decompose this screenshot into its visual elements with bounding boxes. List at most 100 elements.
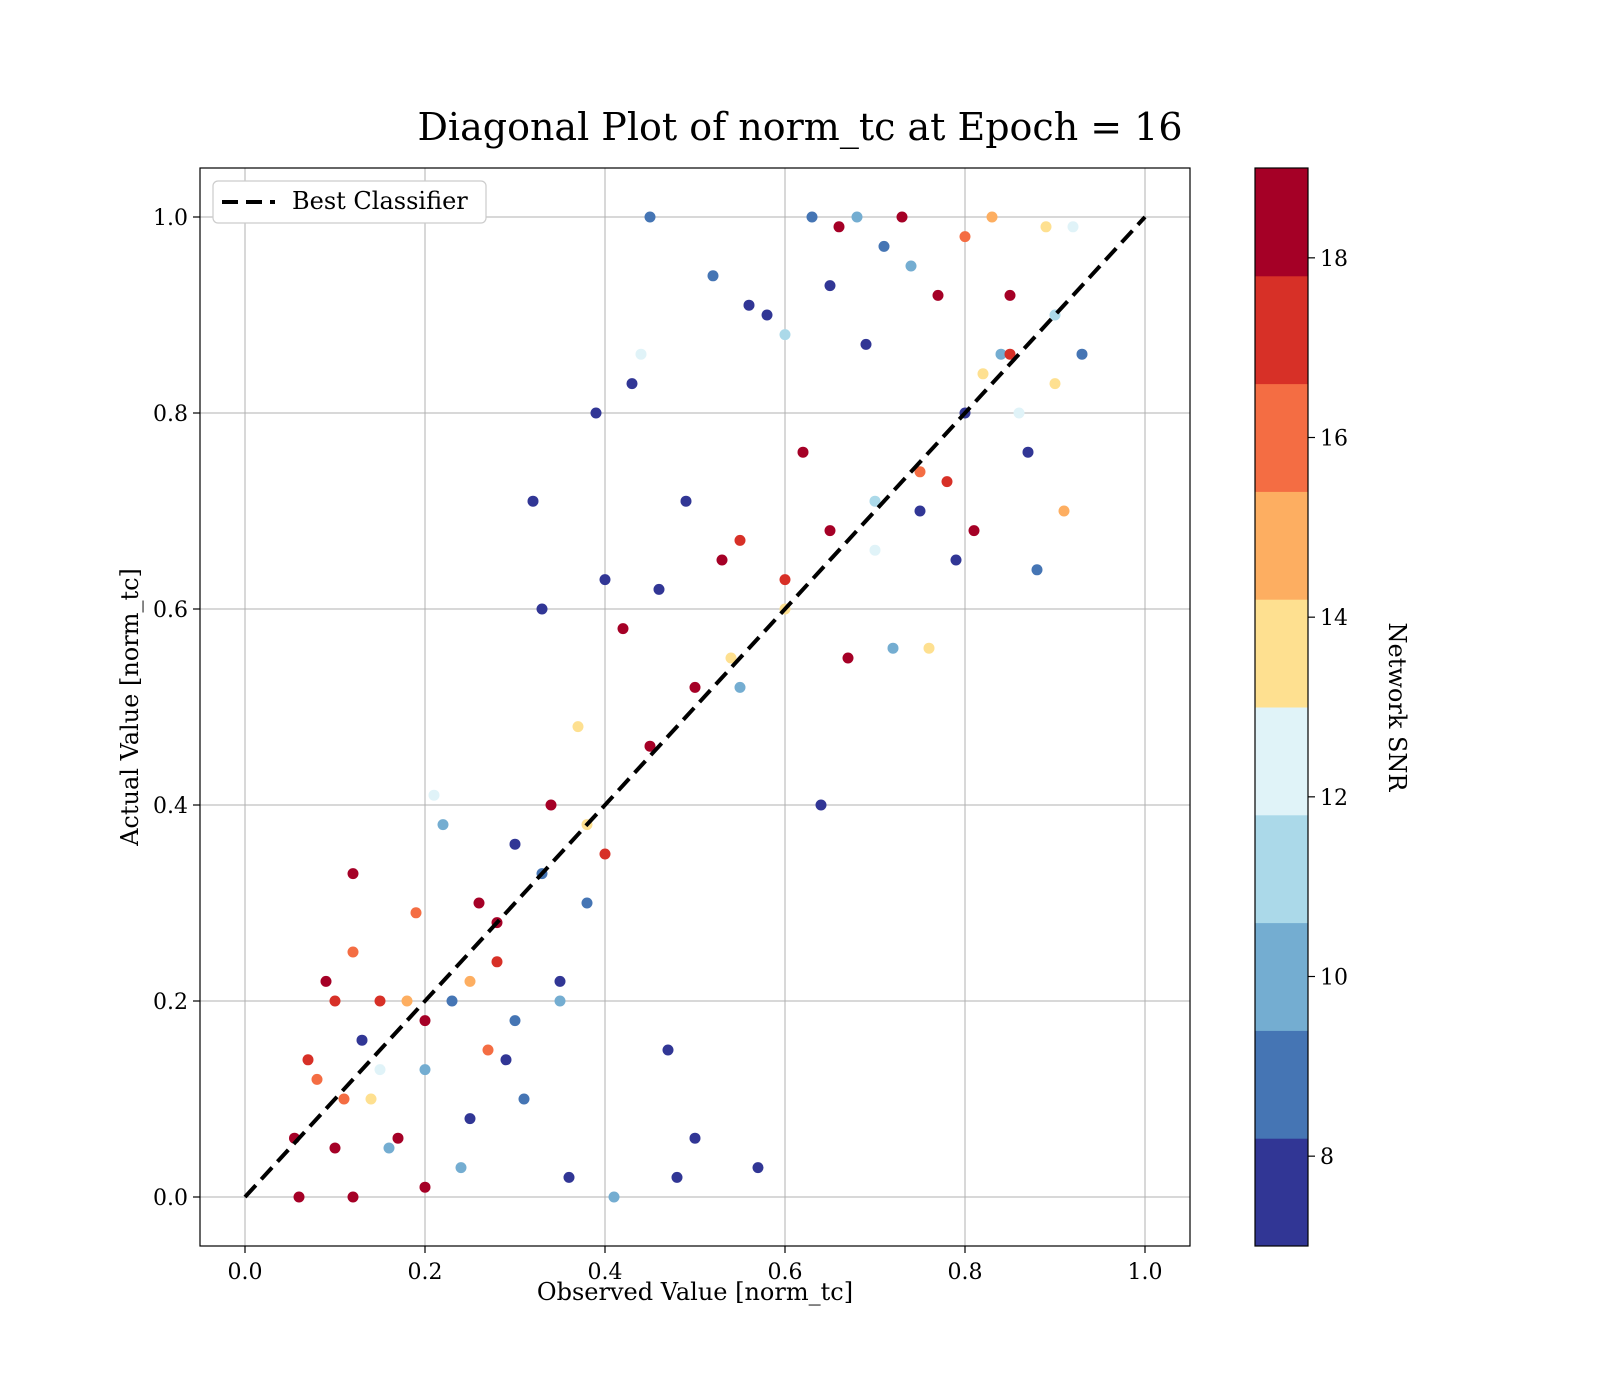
data-point bbox=[689, 1132, 701, 1144]
data-point bbox=[572, 721, 584, 733]
data-point bbox=[293, 1191, 305, 1203]
y-tick-label: 0.4 bbox=[153, 794, 188, 819]
data-point bbox=[419, 1181, 431, 1193]
colorbar-segment bbox=[1255, 1138, 1308, 1247]
data-point bbox=[680, 495, 692, 507]
data-point bbox=[302, 1054, 314, 1066]
data-point bbox=[446, 995, 458, 1007]
data-point bbox=[338, 1093, 350, 1105]
data-point bbox=[725, 652, 737, 664]
data-point bbox=[752, 1162, 764, 1174]
data-point bbox=[1004, 289, 1016, 301]
data-point bbox=[869, 495, 881, 507]
data-point bbox=[824, 280, 836, 292]
data-points bbox=[289, 211, 1088, 1203]
data-point bbox=[347, 1191, 359, 1203]
colorbar-segment bbox=[1255, 922, 1308, 1031]
data-point bbox=[563, 1171, 575, 1183]
data-point bbox=[635, 348, 647, 360]
x-tick-label: 0.6 bbox=[768, 1260, 803, 1285]
data-point bbox=[482, 1044, 494, 1056]
data-point bbox=[1076, 348, 1088, 360]
data-point bbox=[464, 975, 476, 987]
data-point bbox=[905, 260, 917, 272]
data-point bbox=[581, 897, 593, 909]
y-tick-label: 1.0 bbox=[153, 206, 188, 231]
data-point bbox=[374, 995, 386, 1007]
colorbar-label: Network SNR bbox=[1383, 623, 1411, 793]
colorbar-tick-label: 18 bbox=[1320, 247, 1348, 272]
x-tick-label: 0.8 bbox=[948, 1260, 983, 1285]
colorbar-tick-label: 12 bbox=[1320, 786, 1348, 811]
data-point bbox=[554, 975, 566, 987]
data-point bbox=[518, 1093, 530, 1105]
y-tick-label: 0.6 bbox=[153, 598, 188, 623]
data-point bbox=[311, 1073, 323, 1085]
colorbar-segment bbox=[1255, 707, 1308, 816]
legend: Best Classifier bbox=[212, 180, 487, 224]
data-point bbox=[734, 681, 746, 693]
data-point bbox=[401, 995, 413, 1007]
data-point bbox=[896, 211, 908, 223]
data-point bbox=[1004, 348, 1016, 360]
y-tick-label: 0.8 bbox=[153, 402, 188, 427]
data-point bbox=[806, 211, 818, 223]
data-point bbox=[716, 554, 728, 566]
colorbar-tick-label: 16 bbox=[1320, 427, 1348, 452]
data-point bbox=[779, 329, 791, 341]
data-point bbox=[653, 583, 665, 595]
data-point bbox=[1013, 407, 1025, 419]
data-point bbox=[347, 868, 359, 880]
data-point bbox=[392, 1132, 404, 1144]
data-point bbox=[878, 240, 890, 252]
data-point bbox=[644, 211, 656, 223]
data-point bbox=[671, 1171, 683, 1183]
data-point bbox=[509, 1015, 521, 1027]
data-point bbox=[887, 642, 899, 654]
data-point bbox=[599, 574, 611, 586]
plot-frame bbox=[199, 167, 1191, 1247]
x-axis-label: Observed Value [norm_tc] bbox=[537, 1278, 853, 1306]
data-point bbox=[995, 348, 1007, 360]
data-point bbox=[626, 378, 638, 390]
colorbar-segment bbox=[1255, 491, 1308, 600]
y-axis-ticks: 0.0 0.2 0.4 0.6 0.8 1.0 bbox=[153, 206, 200, 1211]
colorbar-segment bbox=[1255, 599, 1308, 708]
data-point bbox=[869, 544, 881, 556]
data-point bbox=[950, 554, 962, 566]
data-point bbox=[491, 956, 503, 968]
colorbar-segment bbox=[1255, 168, 1308, 277]
data-point bbox=[977, 368, 989, 380]
y-tick-label: 0.2 bbox=[153, 990, 188, 1015]
data-point bbox=[410, 907, 422, 919]
data-point bbox=[959, 231, 971, 243]
data-point bbox=[968, 525, 980, 537]
colorbar-segment bbox=[1255, 383, 1308, 492]
data-point bbox=[851, 211, 863, 223]
x-tick-label: 1.0 bbox=[1128, 1260, 1163, 1285]
data-point bbox=[329, 995, 341, 1007]
data-point bbox=[1031, 564, 1043, 576]
data-point bbox=[356, 1034, 368, 1046]
data-point bbox=[536, 603, 548, 615]
data-point bbox=[914, 466, 926, 478]
data-point bbox=[1067, 221, 1079, 233]
data-point bbox=[509, 838, 521, 850]
data-point bbox=[707, 270, 719, 282]
data-point bbox=[554, 995, 566, 1007]
data-point bbox=[383, 1142, 395, 1154]
data-point bbox=[464, 1113, 476, 1125]
colorbar-tick-label: 14 bbox=[1320, 606, 1348, 631]
data-point bbox=[842, 652, 854, 664]
colorbar-frame bbox=[1254, 167, 1309, 1247]
data-point bbox=[815, 799, 827, 811]
colorbar-segment bbox=[1255, 814, 1308, 924]
data-point bbox=[347, 946, 359, 958]
data-point bbox=[599, 848, 611, 860]
data-point bbox=[932, 289, 944, 301]
data-point bbox=[455, 1162, 467, 1174]
data-point bbox=[734, 534, 746, 546]
x-tick-label: 0.4 bbox=[588, 1260, 623, 1285]
data-point bbox=[608, 1191, 620, 1203]
